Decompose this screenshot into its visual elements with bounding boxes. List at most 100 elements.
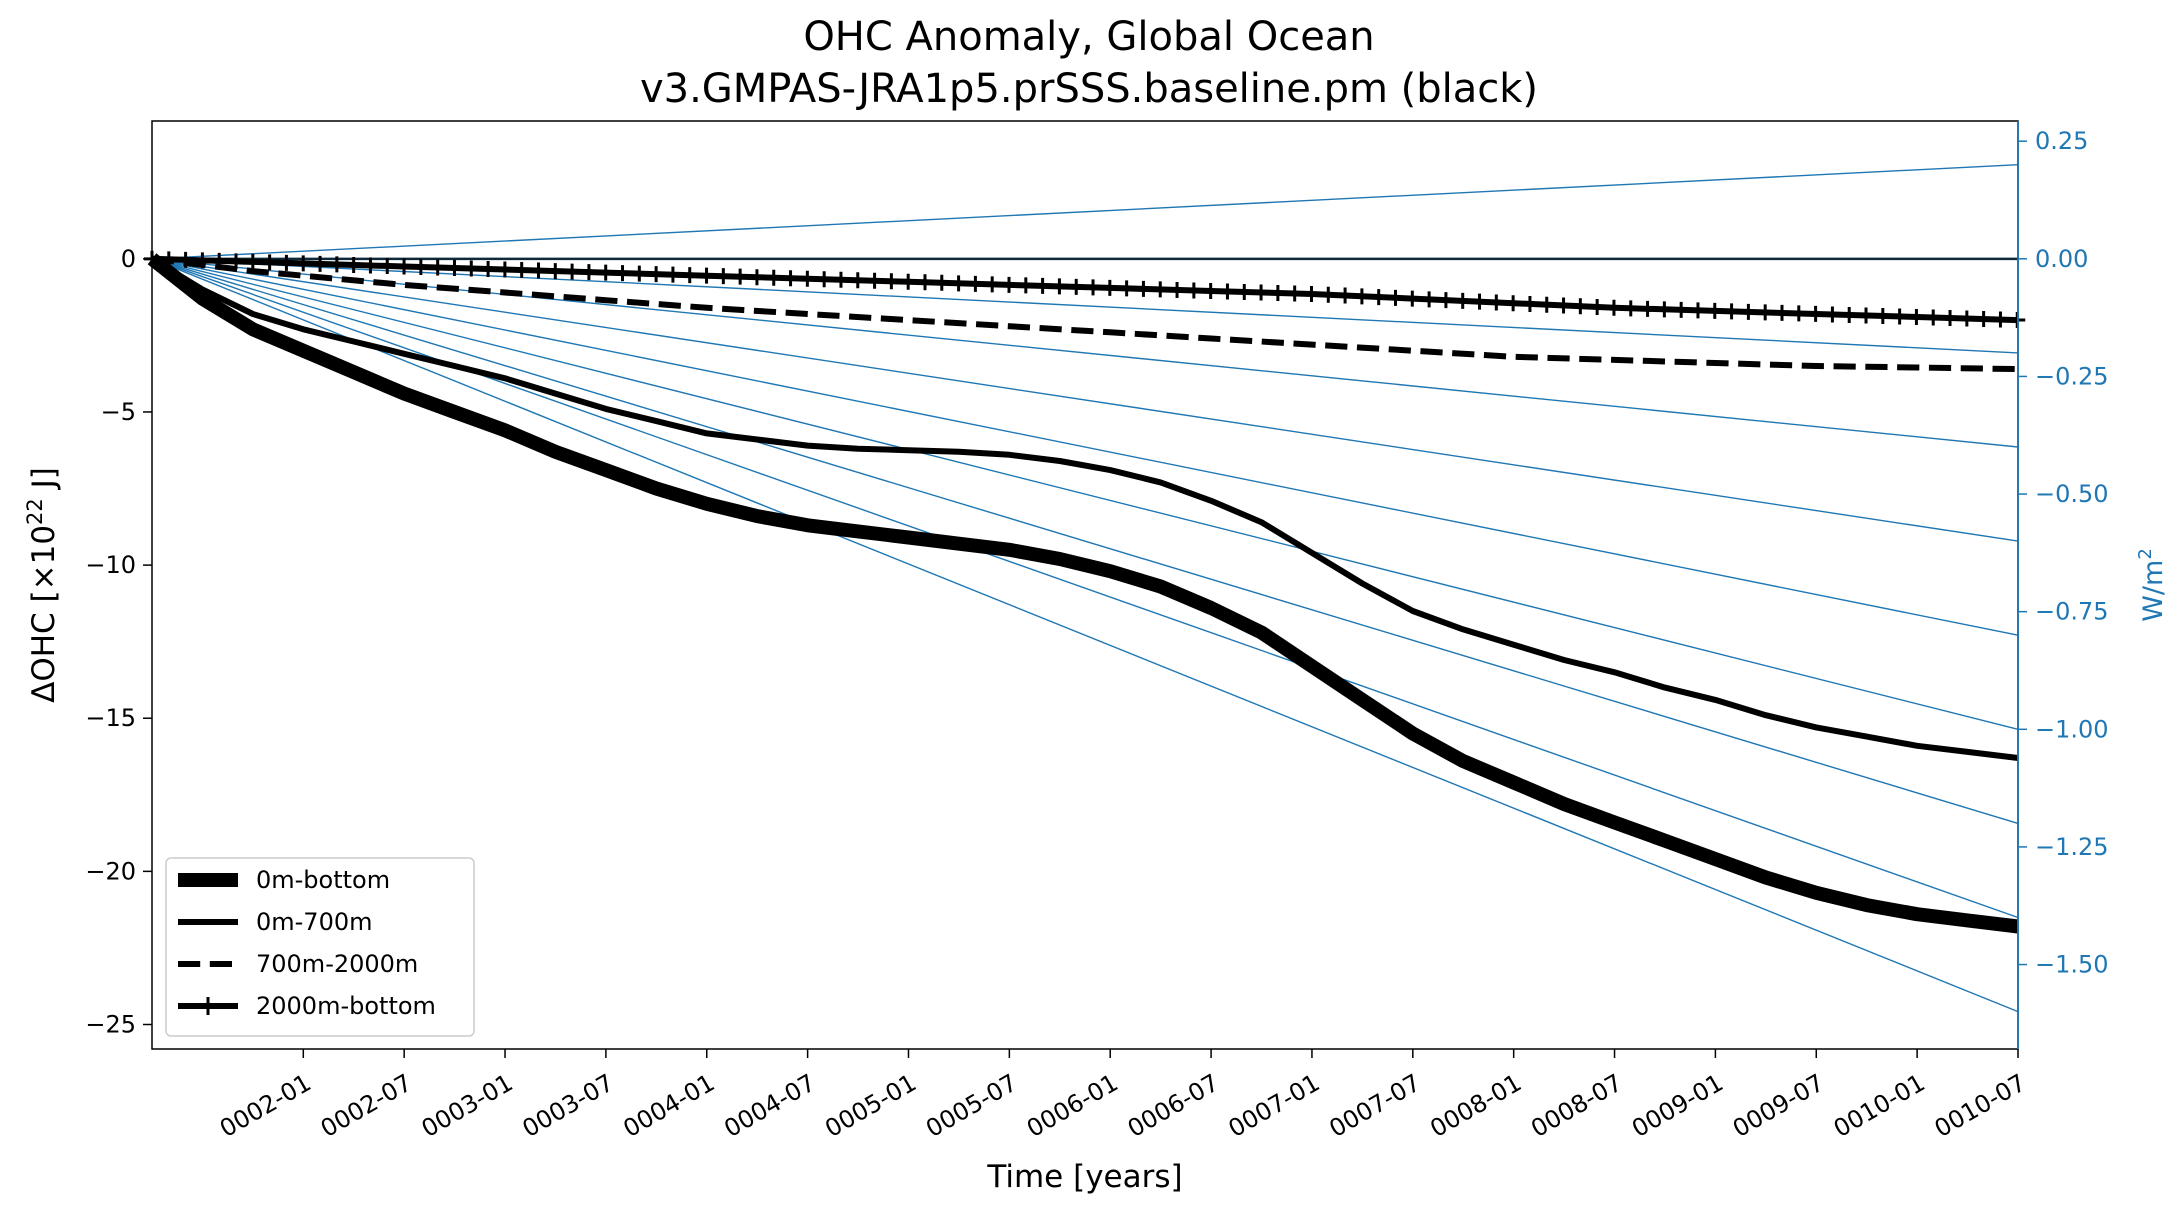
series-marker-2000m-bottom-26 (580, 264, 597, 281)
series-line-0m-700m (150, 256, 2019, 761)
series-marker-2000m-bottom-42 (849, 272, 866, 289)
y-axis-label-unit: J] (26, 467, 62, 498)
series-marker-2000m-bottom-101 (1841, 306, 1858, 323)
y-axis-ticks: 0 −5 −10 −15 −20 −25 (85, 245, 152, 1038)
series-marker-2000m-bottom-50 (984, 276, 1001, 293)
y-tick-label-1: −5 (101, 398, 136, 426)
series-line-0m-bottom (147, 253, 2019, 934)
series-marker-2000m-bottom-103 (1874, 307, 1891, 324)
series-marker-2000m-bottom-53 (1034, 277, 1051, 294)
series-line-700m-2000m (151, 255, 2019, 373)
series-marker-2000m-bottom-10 (312, 255, 329, 272)
series-marker-2000m-bottom-108 (1958, 310, 1975, 327)
series-marker-2000m-bottom-7 (261, 254, 278, 271)
series-group (144, 250, 2026, 934)
y-axis-label-exponent: 22 (23, 498, 47, 525)
series-marker-2000m-bottom-11 (328, 256, 345, 273)
right-tick-label-1: 0.00 (2035, 245, 2088, 273)
legend-label-0m-700m: 0m-700m (256, 908, 373, 936)
series-marker-2000m-bottom-71 (1337, 287, 1354, 304)
series-marker-2000m-bottom-47 (933, 274, 950, 291)
series-marker-2000m-bottom-107 (1942, 310, 1959, 327)
series-marker-2000m-bottom-56 (1085, 279, 1102, 296)
series-marker-2000m-bottom-99 (1807, 305, 1824, 322)
series-marker-2000m-bottom-34 (715, 268, 732, 285)
series-marker-2000m-bottom-48 (950, 275, 967, 292)
series-marker-2000m-bottom-93 (1706, 302, 1723, 319)
series-marker-2000m-bottom-16 (412, 258, 429, 275)
series-marker-2000m-bottom-91 (1673, 301, 1690, 318)
legend-marker-2000m-bottom (200, 997, 216, 1015)
series-marker-2000m-bottom-65 (1236, 283, 1253, 300)
series-marker-2000m-bottom-52 (1017, 277, 1034, 294)
series-marker-2000m-bottom-60 (1152, 281, 1169, 298)
legend-label-700m-2000m: 700m-2000m (256, 950, 418, 978)
series-marker-2000m-bottom-30 (648, 266, 665, 283)
series-marker-2000m-bottom-81 (1505, 295, 1522, 312)
series-marker-2000m-bottom-58 (1118, 280, 1135, 297)
series-marker-2000m-bottom-84 (1555, 297, 1572, 314)
reference-line-9 (151, 258, 2019, 1013)
right-axis-ticks: 0.25 0.00 −0.25 −0.50 −0.75 −1.00 −1.25 −1.50 (2018, 127, 2109, 979)
right-tick-label-4: −0.75 (2035, 598, 2109, 626)
series-marker-2000m-bottom-43 (866, 272, 883, 289)
series-marker-2000m-bottom-110 (1992, 311, 2009, 328)
series-marker-2000m-bottom-105 (1908, 308, 1925, 325)
series-marker-2000m-bottom-2 (177, 251, 194, 268)
right-tick-label-2: −0.25 (2035, 362, 2109, 390)
series-marker-2000m-bottom-21 (496, 261, 513, 278)
reference-line-6 (151, 258, 2019, 730)
series-marker-2000m-bottom-73 (1370, 289, 1387, 306)
series-marker-2000m-bottom-106 (1925, 309, 1942, 326)
series-marker-2000m-bottom-38 (782, 270, 799, 287)
series-marker-2000m-bottom-104 (1891, 308, 1908, 325)
series-marker-2000m-bottom-15 (396, 258, 413, 275)
series-marker-2000m-bottom-94 (1723, 303, 1740, 320)
reference-line-4 (151, 258, 2019, 542)
reference-line-0 (151, 164, 2019, 260)
series-marker-2000m-bottom-96 (1757, 304, 1774, 321)
series-marker-2000m-bottom-51 (1001, 276, 1018, 293)
series-marker-2000m-bottom-66 (1253, 284, 1270, 301)
series-marker-2000m-bottom-36 (748, 269, 765, 286)
series-marker-2000m-bottom-23 (530, 262, 547, 279)
series-marker-2000m-bottom-97 (1774, 304, 1790, 321)
series-marker-2000m-bottom-22 (513, 262, 530, 279)
right-axis-label: W/m2 (2135, 548, 2169, 622)
right-axis-label-main: W/m (2138, 560, 2169, 622)
series-marker-2000m-bottom-17 (429, 259, 446, 276)
series-marker-2000m-bottom-69 (1303, 286, 1320, 303)
series-marker-2000m-bottom-37 (765, 269, 782, 286)
series-marker-2000m-bottom-68 (1286, 285, 1303, 302)
series-marker-2000m-bottom-32 (681, 267, 698, 284)
series-marker-2000m-bottom-3 (194, 252, 211, 269)
series-marker-2000m-bottom-4 (211, 252, 228, 269)
series-marker-2000m-bottom-88 (1622, 300, 1639, 317)
y-tick-label-3: −15 (85, 704, 136, 732)
right-axis-label-exponent: 2 (2135, 548, 2156, 559)
series-marker-2000m-bottom-14 (379, 257, 396, 274)
series-marker-2000m-bottom-45 (900, 273, 917, 290)
series-marker-2000m-bottom-74 (1387, 289, 1404, 306)
series-marker-2000m-bottom-29 (631, 265, 648, 282)
series-marker-2000m-bottom-24 (547, 263, 564, 280)
series-marker-2000m-bottom-85 (1572, 298, 1589, 315)
series-marker-2000m-bottom-25 (564, 263, 581, 280)
series-marker-2000m-bottom-92 (1689, 302, 1706, 319)
series-marker-2000m-bottom-77 (1437, 292, 1454, 309)
series-marker-2000m-bottom-72 (1353, 288, 1370, 305)
series-marker-2000m-bottom-64 (1219, 283, 1236, 300)
series-marker-2000m-bottom-1 (160, 251, 177, 268)
series-marker-2000m-bottom-83 (1538, 296, 1555, 313)
series-marker-2000m-bottom-102 (1858, 307, 1875, 324)
right-tick-label-6: −1.25 (2035, 833, 2109, 861)
series-marker-2000m-bottom-13 (362, 257, 379, 274)
series-marker-2000m-bottom-41 (832, 271, 849, 288)
right-tick-label-7: −1.50 (2035, 951, 2109, 979)
series-marker-2000m-bottom-61 (1169, 281, 1186, 298)
series-marker-2000m-bottom-67 (1269, 285, 1286, 302)
y-tick-label-2: −10 (85, 551, 136, 579)
series-marker-2000m-bottom-109 (1975, 311, 1992, 328)
series-marker-2000m-bottom-87 (1605, 299, 1622, 316)
series-marker-2000m-bottom-82 (1521, 295, 1538, 312)
